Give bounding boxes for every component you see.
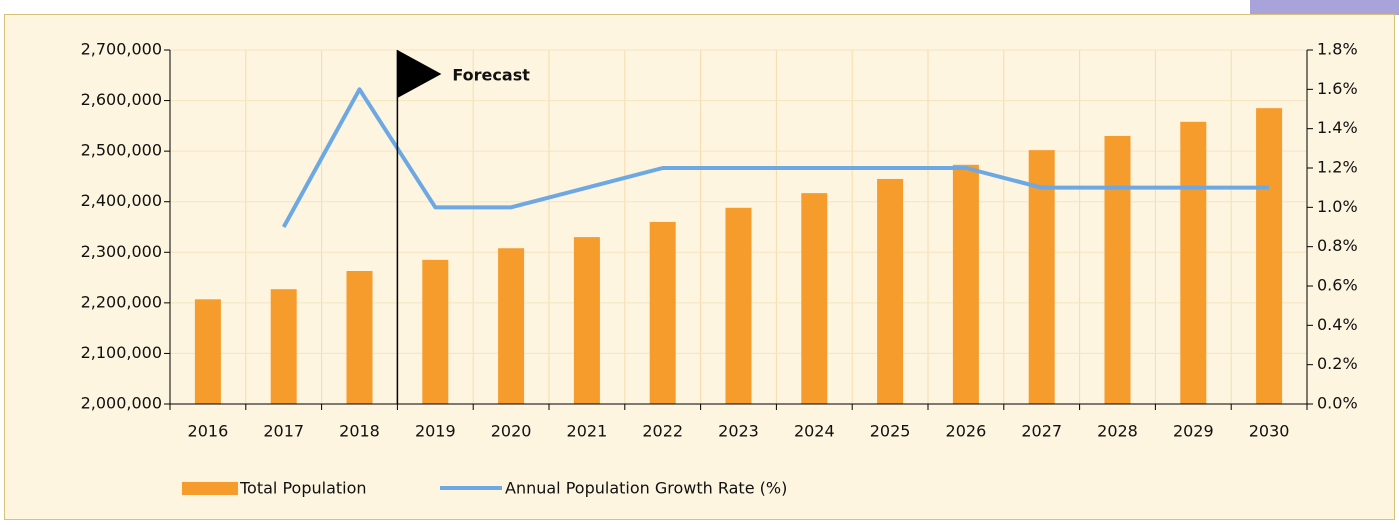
tab [1250, 0, 1399, 15]
y-tick-label: 2,000,000 [81, 394, 162, 413]
y-tick-label: 2,500,000 [81, 141, 162, 160]
bar [573, 237, 600, 404]
legend-label: Total Population [239, 479, 367, 498]
x-tick-label: 2024 [794, 422, 835, 441]
bar [877, 178, 904, 404]
panel [4, 14, 1395, 520]
y-tick-label: 2,200,000 [81, 292, 162, 311]
bar [1180, 121, 1207, 404]
x-tick-label: 2026 [946, 422, 987, 441]
y2-tick-label: 0.4% [1317, 315, 1358, 334]
bar [725, 207, 752, 404]
y2-tick-label: 1.2% [1317, 158, 1358, 177]
x-tick-label: 2021 [567, 422, 608, 441]
bar [498, 248, 525, 404]
x-tick-label: 2020 [491, 422, 532, 441]
y2-tick-label: 0.0% [1317, 394, 1358, 413]
bar [346, 270, 373, 404]
legend-swatch [182, 482, 238, 495]
x-tick-label: 2022 [642, 422, 683, 441]
y2-tick-label: 1.8% [1317, 40, 1358, 59]
x-tick-label: 2017 [263, 422, 304, 441]
bar [422, 259, 449, 404]
bar [1028, 150, 1055, 404]
legend-label: Annual Population Growth Rate (%) [505, 479, 787, 498]
forecast-flag [397, 50, 442, 98]
x-tick-label: 2025 [870, 422, 911, 441]
y2-tick-label: 0.2% [1317, 354, 1358, 373]
y2-tick-label: 1.0% [1317, 197, 1358, 216]
x-tick-label: 2028 [1097, 422, 1138, 441]
x-tick-label: 2018 [339, 422, 380, 441]
annotation: Forecast [452, 66, 530, 85]
y-tick-label: 2,600,000 [81, 90, 162, 109]
x-tick-label: 2023 [718, 422, 759, 441]
x-tick-label: 2027 [1021, 422, 1062, 441]
y-tick-label: 2,700,000 [81, 40, 162, 59]
bar [801, 193, 828, 404]
y2-tick-label: 0.6% [1317, 276, 1358, 295]
bar [1104, 135, 1131, 404]
x-tick-label: 2016 [188, 422, 229, 441]
x-tick-label: 2019 [415, 422, 456, 441]
x-tick-label: 2029 [1173, 422, 1214, 441]
growth-line [281, 87, 1270, 228]
y-tick-label: 2,300,000 [81, 242, 162, 261]
x-tick-label: 2030 [1249, 422, 1290, 441]
bar [270, 289, 297, 404]
bar [194, 299, 221, 404]
y2-tick-label: 1.4% [1317, 118, 1358, 137]
bar [952, 164, 979, 404]
bar [1256, 108, 1283, 405]
y2-tick-label: 0.8% [1317, 236, 1358, 255]
bar [649, 221, 676, 404]
y-tick-label: 2,400,000 [81, 191, 162, 210]
y2-tick-label: 1.6% [1317, 79, 1358, 98]
y-tick-label: 2,100,000 [81, 343, 162, 362]
